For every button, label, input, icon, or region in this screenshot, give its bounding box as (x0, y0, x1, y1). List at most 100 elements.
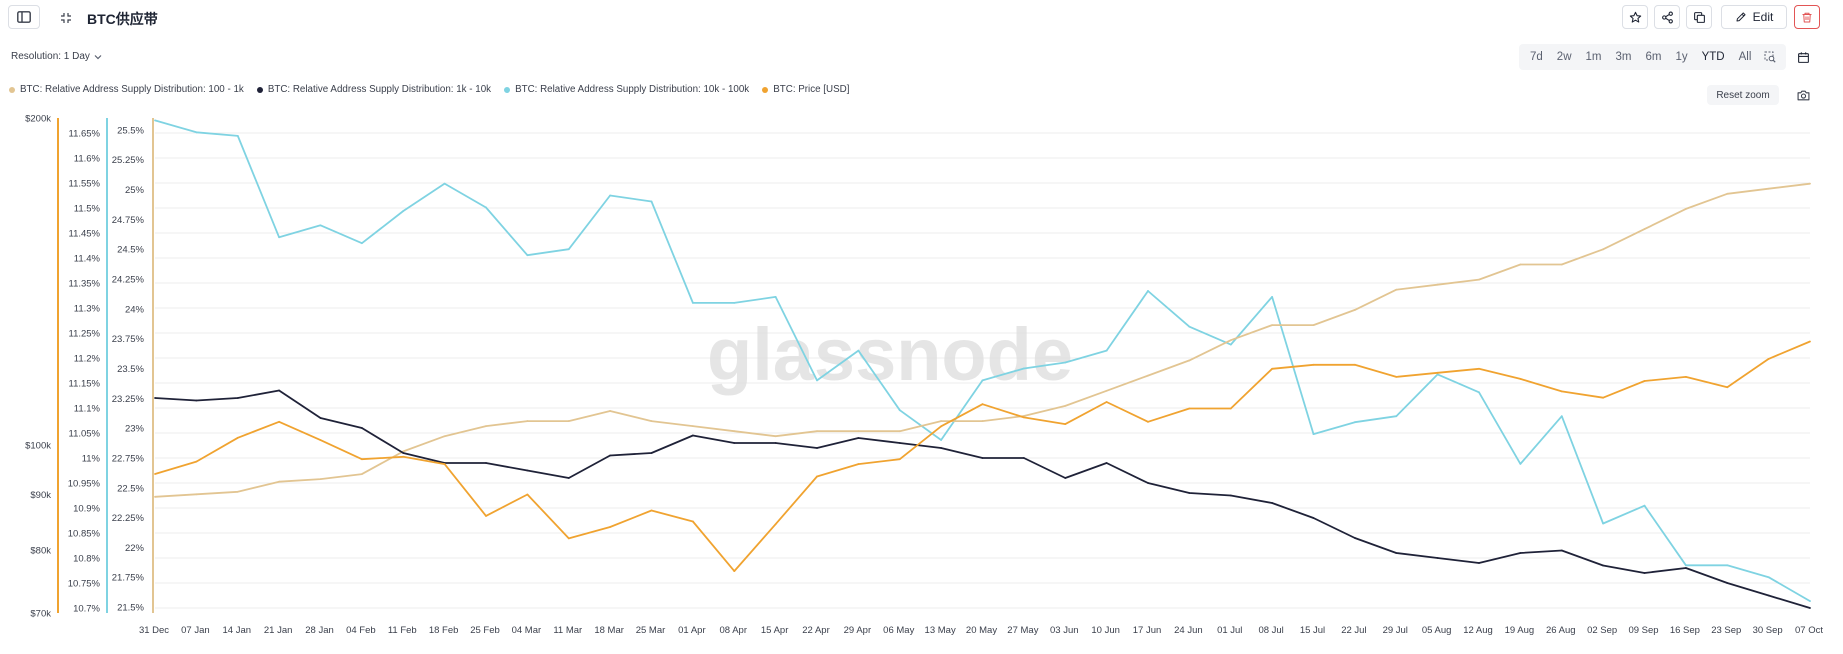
data-point (609, 194, 612, 197)
data-point (981, 379, 984, 382)
range-1m[interactable]: 1m (1585, 51, 1602, 63)
data-point (1395, 552, 1398, 554)
data-point (898, 442, 901, 444)
x-tick-label: 01 Apr (678, 625, 705, 636)
x-tick-label: 11 Mar (553, 625, 582, 636)
data-point (1064, 361, 1067, 364)
range-2w[interactable]: 2w (1556, 51, 1572, 63)
data-point (609, 454, 612, 457)
favorite-button[interactable] (1622, 5, 1648, 29)
data-point (360, 473, 363, 475)
legend-label: BTC: Relative Address Supply Distributio… (267, 84, 492, 95)
data-point (195, 131, 198, 134)
data-point (981, 457, 984, 459)
x-tick-label: 18 Mar (594, 625, 624, 636)
data-point (1105, 462, 1108, 464)
x-tick-label: 07 Oct (1795, 625, 1823, 636)
data-point (1312, 324, 1315, 326)
delete-button[interactable] (1794, 5, 1820, 29)
data-point (1809, 600, 1811, 602)
data-point (857, 349, 860, 352)
legend-item-supply-1k-10k[interactable]: BTC: Relative Address Supply Distributio… (256, 84, 492, 95)
data-point (278, 420, 281, 423)
data-point (650, 509, 653, 512)
axis-10k-100k-tick-label: 24% (125, 304, 145, 315)
data-point (691, 520, 694, 523)
axis-10k-100k-tick-label: 24.75% (112, 215, 145, 226)
data-point (1560, 390, 1563, 393)
grid-lines (155, 132, 1810, 609)
data-point (402, 450, 405, 453)
axis-10k-100k-tick-label: 23% (125, 424, 145, 435)
data-point (816, 430, 818, 433)
axis-10k-100k-tick-label: 22% (125, 543, 145, 554)
x-tick-label: 27 May (1007, 625, 1038, 636)
price-axis-tick-label: $200k (25, 114, 51, 125)
share-button[interactable] (1654, 5, 1680, 29)
axis-10k-100k-tick-label: 25.5% (117, 125, 144, 136)
axis-10k-100k-tick-label: 24.25% (112, 275, 145, 286)
data-point (236, 397, 239, 399)
range-6m[interactable]: 6m (1645, 51, 1662, 63)
axis-1k-10k-tick-label: 11.65% (68, 129, 100, 140)
range-3m[interactable]: 3m (1615, 51, 1632, 63)
edit-button[interactable]: Edit (1721, 5, 1787, 29)
range-1y[interactable]: 1y (1675, 51, 1688, 63)
pencil-icon (1736, 12, 1746, 22)
price-axis-tick-label: $90k (30, 490, 51, 501)
reset-zoom-button[interactable]: Reset zoom (1707, 85, 1779, 105)
data-point (650, 420, 653, 422)
sidebar-toggle-button[interactable] (8, 5, 40, 29)
price-axis-tick-label: $100k (25, 440, 51, 451)
data-point (816, 447, 818, 449)
axis-10k-100k-tick-label: 24.5% (117, 245, 144, 256)
chevron-down-icon (94, 54, 102, 59)
data-point (940, 447, 943, 449)
resolution-select[interactable]: Resolution: 1 Day (11, 51, 102, 62)
collapse-icon[interactable] (60, 11, 72, 23)
axis-10k-100k-tick-label: 21.75% (112, 573, 145, 584)
data-point (1271, 324, 1274, 326)
zoom-select-icon[interactable] (1758, 44, 1782, 70)
legend-dot (256, 86, 263, 93)
x-tick-label: 22 Apr (802, 625, 829, 636)
axis-1k-10k-tick-label: 11.1% (74, 404, 101, 415)
legend-item-price[interactable]: BTC: Price [USD] (762, 84, 849, 95)
duplicate-button[interactable] (1686, 5, 1712, 29)
legend-item-supply-10k-100k[interactable]: BTC: Relative Address Supply Distributio… (504, 84, 749, 95)
star-icon (1629, 11, 1641, 23)
legend-dot (762, 86, 769, 93)
data-point (1312, 433, 1315, 435)
x-tick-label: 25 Mar (636, 625, 666, 636)
x-tick-label: 17 Jun (1133, 625, 1162, 636)
x-tick-label: 12 Aug (1463, 625, 1493, 636)
data-point (402, 452, 405, 454)
range-ytd[interactable]: YTD (1701, 51, 1725, 63)
data-point (1478, 278, 1480, 281)
series-price-line (154, 340, 1811, 572)
axis-1k-10k-tick-label: 11.15% (68, 379, 100, 390)
range-7d[interactable]: 7d (1530, 51, 1543, 63)
sidebar-icon (17, 11, 31, 23)
data-point (319, 417, 322, 419)
data-point (981, 403, 984, 406)
data-point (278, 389, 281, 392)
legend-item-supply-100-1k[interactable]: BTC: Relative Address Supply Distributio… (9, 84, 244, 95)
calendar-button[interactable] (1790, 44, 1816, 70)
data-point (526, 254, 529, 257)
calendar-icon (1797, 51, 1809, 63)
range-all[interactable]: All (1738, 51, 1752, 63)
data-point (1519, 263, 1522, 266)
data-point (154, 495, 156, 498)
screenshot-button[interactable] (1794, 86, 1812, 104)
copy-icon (1693, 11, 1705, 23)
axis-1k-10k-tick-label: 11.3% (74, 304, 101, 315)
x-tick-label: 25 Feb (470, 625, 500, 636)
data-point (857, 430, 860, 433)
data-point (650, 452, 653, 454)
axis-10k-100k-tick-label: 23.5% (117, 364, 144, 375)
data-point (319, 439, 322, 442)
data-point (774, 442, 777, 444)
data-point (1147, 290, 1149, 292)
